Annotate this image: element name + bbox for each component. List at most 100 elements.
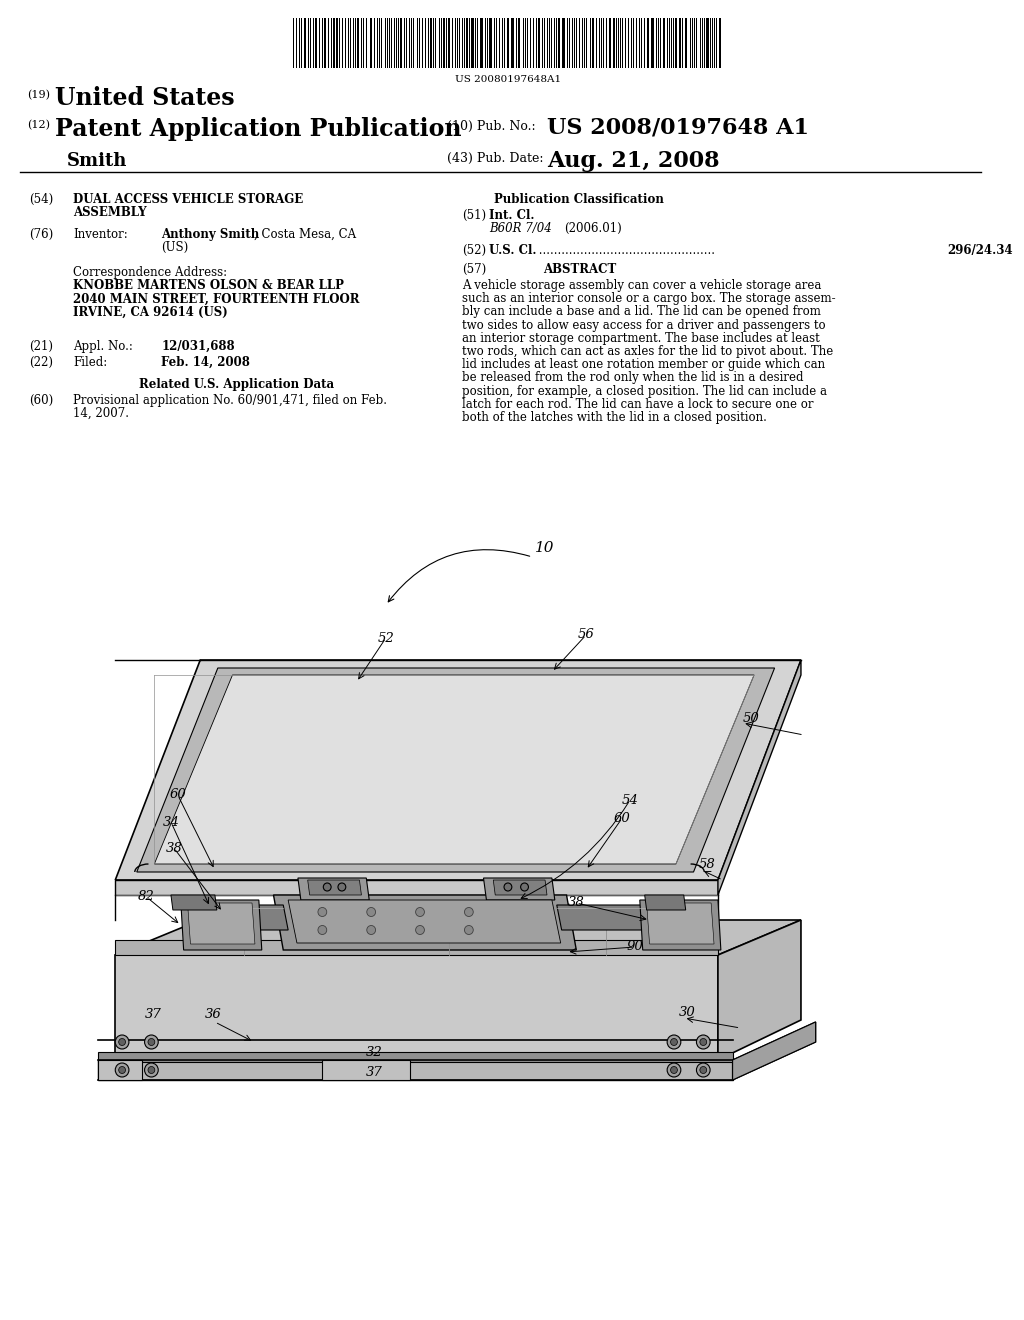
Bar <box>664 18 666 69</box>
Bar <box>613 18 615 69</box>
Text: Int. Cl.: Int. Cl. <box>489 209 535 222</box>
Bar <box>466 18 468 69</box>
Text: such as an interior console or a cargo box. The storage assem-: such as an interior console or a cargo b… <box>462 292 836 305</box>
Bar <box>336 18 338 69</box>
Text: Provisional application No. 60/901,471, filed on Feb.: Provisional application No. 60/901,471, … <box>74 393 387 407</box>
Circle shape <box>119 1067 126 1073</box>
Circle shape <box>367 925 376 935</box>
Circle shape <box>416 908 424 916</box>
Circle shape <box>144 1063 159 1077</box>
Text: (US): (US) <box>161 242 188 255</box>
Polygon shape <box>494 880 547 895</box>
Polygon shape <box>97 1060 732 1080</box>
Circle shape <box>338 883 346 891</box>
Text: 37: 37 <box>145 1008 162 1022</box>
Text: ...............................................: ........................................… <box>536 244 719 257</box>
Text: (52): (52) <box>462 244 486 257</box>
Bar <box>325 18 327 69</box>
Text: two rods, which can act as axles for the lid to pivot about. The: two rods, which can act as axles for the… <box>462 345 834 358</box>
Text: (19): (19) <box>28 90 50 100</box>
Text: both of the latches with the lid in a closed position.: both of the latches with the lid in a cl… <box>462 411 767 424</box>
Text: 90: 90 <box>627 940 643 953</box>
Text: Inventor:: Inventor: <box>74 228 128 242</box>
Polygon shape <box>171 895 217 909</box>
Text: U.S. Cl.: U.S. Cl. <box>489 244 537 257</box>
Polygon shape <box>640 900 721 950</box>
Circle shape <box>465 925 473 935</box>
Polygon shape <box>718 920 801 1060</box>
Text: 60: 60 <box>169 788 186 801</box>
Circle shape <box>671 1039 678 1045</box>
Circle shape <box>416 925 424 935</box>
Text: Patent Application Publication: Patent Application Publication <box>54 117 461 141</box>
Circle shape <box>668 1035 681 1049</box>
Text: 50: 50 <box>742 711 759 725</box>
Bar <box>646 18 648 69</box>
Polygon shape <box>323 1060 411 1080</box>
Text: 34: 34 <box>163 816 179 829</box>
Polygon shape <box>116 954 718 1060</box>
Text: US 20080197648A1: US 20080197648A1 <box>455 75 561 84</box>
Polygon shape <box>97 1060 141 1080</box>
Text: 32: 32 <box>366 1045 383 1059</box>
Polygon shape <box>298 878 370 900</box>
Text: 82: 82 <box>138 891 155 903</box>
Circle shape <box>699 1039 707 1045</box>
Text: Feb. 14, 2008: Feb. 14, 2008 <box>161 356 250 370</box>
Polygon shape <box>718 660 801 895</box>
Circle shape <box>317 908 327 916</box>
Text: (22): (22) <box>30 356 53 370</box>
Text: 56: 56 <box>578 628 595 642</box>
Circle shape <box>116 1063 129 1077</box>
Bar <box>719 18 721 69</box>
Bar <box>675 18 677 69</box>
Text: 30: 30 <box>679 1006 695 1019</box>
Bar <box>471 18 474 69</box>
Text: 2040 MAIN STREET, FOURTEENTH FLOOR: 2040 MAIN STREET, FOURTEENTH FLOOR <box>74 293 359 305</box>
Polygon shape <box>646 903 714 944</box>
Text: US 2008/0197648 A1: US 2008/0197648 A1 <box>547 117 809 139</box>
Text: (60): (60) <box>30 393 53 407</box>
Bar <box>333 18 335 69</box>
Bar <box>558 18 560 69</box>
Text: 58: 58 <box>698 858 715 871</box>
Text: (21): (21) <box>30 341 53 352</box>
Text: (2006.01): (2006.01) <box>564 222 623 235</box>
Text: 36: 36 <box>205 1008 221 1022</box>
Text: position, for example, a closed position. The lid can include a: position, for example, a closed position… <box>462 384 827 397</box>
Circle shape <box>144 1035 159 1049</box>
Bar <box>507 18 509 69</box>
Text: Appl. No.:: Appl. No.: <box>74 341 133 352</box>
Text: KNOBBE MARTENS OLSON & BEAR LLP: KNOBBE MARTENS OLSON & BEAR LLP <box>74 280 344 292</box>
Text: 10: 10 <box>536 541 555 554</box>
Circle shape <box>696 1035 710 1049</box>
Polygon shape <box>137 668 774 873</box>
Circle shape <box>699 1067 707 1073</box>
Circle shape <box>148 1039 155 1045</box>
Polygon shape <box>97 1052 732 1063</box>
Bar <box>592 18 594 69</box>
Text: bly can include a base and a lid. The lid can be opened from: bly can include a base and a lid. The li… <box>462 305 821 318</box>
Text: 60: 60 <box>613 812 631 825</box>
Text: A vehicle storage assembly can cover a vehicle storage area: A vehicle storage assembly can cover a v… <box>462 279 821 292</box>
Text: 54: 54 <box>622 793 638 807</box>
Circle shape <box>671 1067 678 1073</box>
Text: 52: 52 <box>378 631 394 644</box>
Polygon shape <box>288 900 561 942</box>
Polygon shape <box>483 878 555 900</box>
Text: (57): (57) <box>462 263 486 276</box>
Bar <box>679 18 681 69</box>
Text: 296/24.34: 296/24.34 <box>947 244 1013 257</box>
Polygon shape <box>557 906 662 931</box>
Polygon shape <box>307 880 361 895</box>
Text: (10) Pub. No.:: (10) Pub. No.: <box>447 120 536 133</box>
Polygon shape <box>116 880 718 895</box>
Bar <box>430 18 432 69</box>
Circle shape <box>520 883 528 891</box>
Text: Anthony Smith: Anthony Smith <box>161 228 259 242</box>
Bar <box>443 18 445 69</box>
Text: 12/031,688: 12/031,688 <box>161 341 234 352</box>
Polygon shape <box>183 906 288 931</box>
Polygon shape <box>116 940 718 954</box>
Text: 14, 2007.: 14, 2007. <box>74 407 129 420</box>
